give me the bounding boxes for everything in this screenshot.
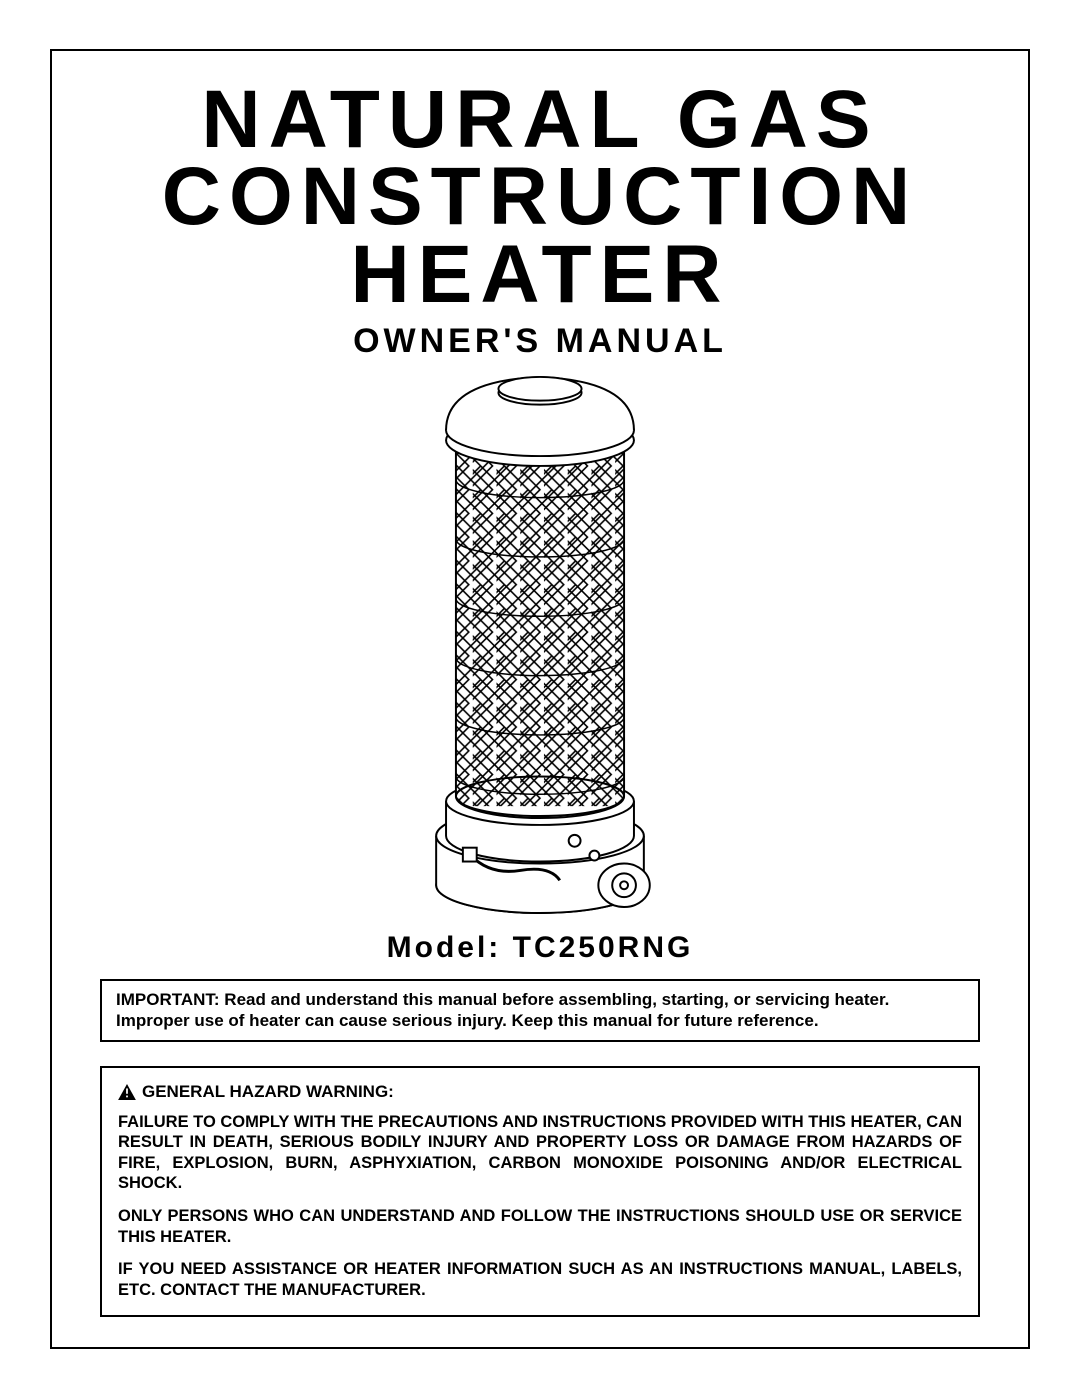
hazard-warning-box: GENERAL HAZARD WARNING: FAILURE TO COMPL… [100,1066,980,1317]
warning-paragraph-2: ONLY PERSONS WHO CAN UNDERSTAND AND FOLL… [118,1206,962,1247]
important-notice-box: IMPORTANT: Read and understand this manu… [100,979,980,1042]
heater-illustration [400,371,680,925]
document-title: NATURAL GAS CONSTRUCTION HEATER [162,81,919,315]
important-text: IMPORTANT: Read and understand this manu… [116,990,889,1030]
model-label: Model: TC250RNG [387,931,694,965]
warning-heading-row: GENERAL HAZARD WARNING: [118,1082,962,1102]
document-subtitle: OWNER'S MANUAL [353,322,727,361]
manual-page: NATURAL GAS CONSTRUCTION HEATER OWNER'S … [50,49,1030,1349]
warning-heading-text: GENERAL HAZARD WARNING: [142,1082,394,1102]
important-body: Read and understand this manual before a… [116,990,889,1030]
warning-paragraph-1: FAILURE TO COMPLY WITH THE PRECAUTIONS A… [118,1112,962,1195]
title-line-1: NATURAL GAS [162,81,919,159]
title-line-3: HEATER [162,236,919,314]
warning-paragraph-3: IF YOU NEED ASSISTANCE OR HEATER INFORMA… [118,1259,962,1300]
important-prefix: IMPORTANT: [116,990,224,1009]
title-line-2: CONSTRUCTION [162,158,919,236]
warning-triangle-icon [118,1084,136,1100]
